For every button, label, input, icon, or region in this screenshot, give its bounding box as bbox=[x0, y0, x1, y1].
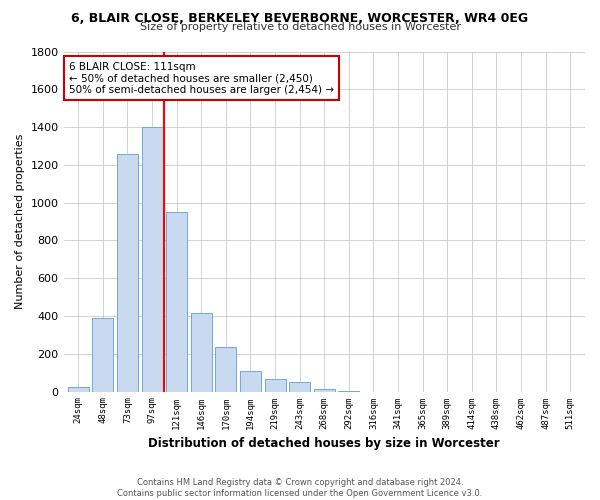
Bar bbox=[92, 318, 113, 392]
Bar bbox=[117, 154, 138, 392]
X-axis label: Distribution of detached houses by size in Worcester: Distribution of detached houses by size … bbox=[148, 437, 500, 450]
Bar bbox=[240, 371, 261, 392]
Bar bbox=[215, 347, 236, 392]
Text: Size of property relative to detached houses in Worcester: Size of property relative to detached ho… bbox=[139, 22, 461, 32]
Text: Contains HM Land Registry data © Crown copyright and database right 2024.
Contai: Contains HM Land Registry data © Crown c… bbox=[118, 478, 482, 498]
Text: 6, BLAIR CLOSE, BERKELEY BEVERBORNE, WORCESTER, WR4 0EG: 6, BLAIR CLOSE, BERKELEY BEVERBORNE, WOR… bbox=[71, 12, 529, 26]
Text: 6 BLAIR CLOSE: 111sqm
← 50% of detached houses are smaller (2,450)
50% of semi-d: 6 BLAIR CLOSE: 111sqm ← 50% of detached … bbox=[69, 62, 334, 95]
Bar bbox=[142, 127, 163, 392]
Bar bbox=[338, 390, 359, 392]
Y-axis label: Number of detached properties: Number of detached properties bbox=[15, 134, 25, 309]
Bar bbox=[166, 212, 187, 392]
Bar bbox=[314, 388, 335, 392]
Bar bbox=[289, 382, 310, 392]
Bar bbox=[68, 387, 89, 392]
Bar bbox=[191, 313, 212, 392]
Bar bbox=[265, 380, 286, 392]
